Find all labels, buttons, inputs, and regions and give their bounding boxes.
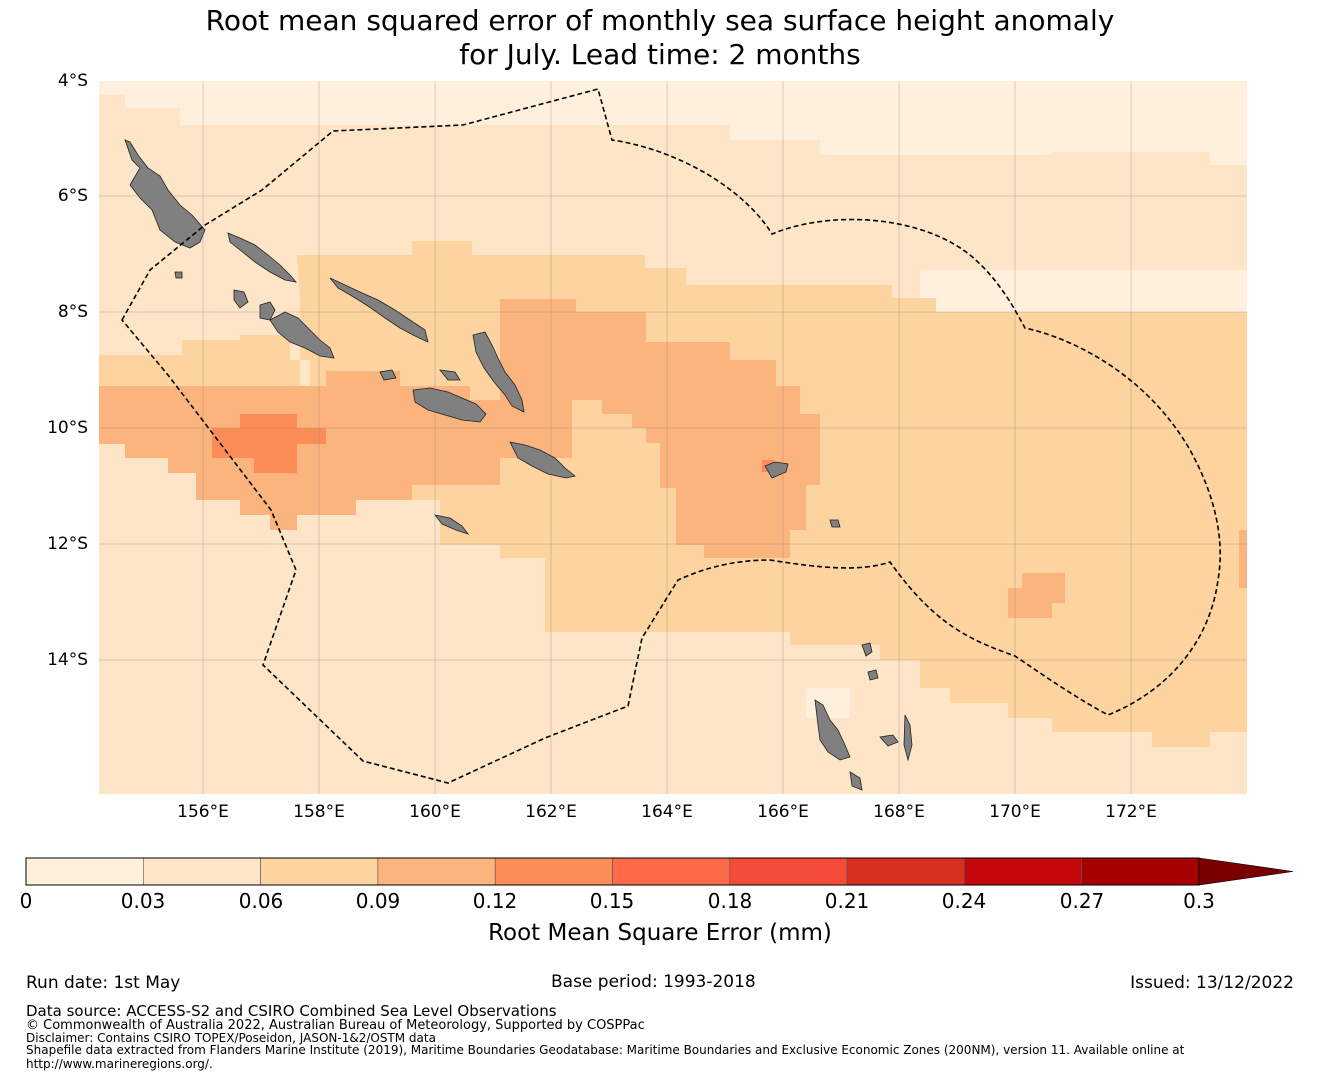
island-rennell <box>434 514 470 535</box>
colorbar-tick-0.15: 0.15 <box>589 889 635 913</box>
island-florida <box>439 369 461 381</box>
colorbar-swatch-2 <box>260 857 379 886</box>
colorbar-swatch-3 <box>377 857 496 886</box>
colorbar-tick-0.3: 0.3 <box>1183 889 1215 913</box>
island-makira <box>509 441 576 479</box>
shapefile-note-line-2: http://www.marineregions.org/. <box>26 1057 213 1071</box>
field-band-high-edge <box>1239 530 1247 588</box>
island-malekula <box>879 734 899 747</box>
field-band-lowest-northeast <box>920 270 1247 312</box>
field-band-highest <box>212 414 326 473</box>
colorbar-frame <box>25 857 1200 886</box>
lat-label-8s: 8°S <box>57 302 88 322</box>
run-date: Run date: 1st May <box>26 973 181 993</box>
colorbar-label: Root Mean Square Error (mm) <box>488 920 832 946</box>
colorbar-tick-0.27: 0.27 <box>1059 889 1105 913</box>
colorbar-tick-0.21: 0.21 <box>824 889 870 913</box>
colorbar-swatch-0 <box>25 857 144 886</box>
colorbar <box>25 857 1294 886</box>
field-band-high <box>99 299 820 558</box>
colorbar-tick-0: 0 <box>19 889 33 913</box>
rmse-field <box>99 81 1247 747</box>
base-period: Base period: 1993-2018 <box>551 972 756 992</box>
colorbar-tick-0.12: 0.12 <box>472 889 518 913</box>
island-torres <box>849 771 863 791</box>
issued-date: Issued: 13/12/2022 <box>1130 973 1294 993</box>
colorbar-tick-0.24: 0.24 <box>941 889 987 913</box>
colorbar-swatch-9 <box>1081 857 1200 886</box>
map-title-line-2: for July. Lead time: 2 months <box>459 38 861 71</box>
island-guadalcanal <box>412 387 487 423</box>
island-espiritu-santo <box>814 699 851 761</box>
copyright-note: © Commonwealth of Australia 2022, Austra… <box>26 1018 645 1033</box>
lat-label-10s: 10°S <box>47 418 88 438</box>
lon-label-170e: 170°E <box>989 802 1041 822</box>
lon-label-168e: 168°E <box>873 802 925 822</box>
colorbar-tick-0.03: 0.03 <box>120 889 166 913</box>
graticule <box>99 81 1247 794</box>
colorbar-swatch-4 <box>494 857 613 886</box>
island-russell <box>379 369 397 381</box>
island-small-2 <box>174 271 183 279</box>
eez-boundary-line <box>121 88 1221 784</box>
island-kolombangara <box>259 301 276 321</box>
colorbar-tick-0.06: 0.06 <box>238 889 284 913</box>
lon-label-166e: 166°E <box>757 802 809 822</box>
shapefile-note-line-1: Shapefile data extracted from Flanders M… <box>26 1043 1185 1057</box>
lat-label-6s: 6°S <box>57 186 88 206</box>
field-band-lowest-south <box>806 688 850 718</box>
lon-label-164e: 164°E <box>641 802 693 822</box>
lon-label-162e: 162°E <box>525 802 577 822</box>
island-choiseul <box>227 232 298 283</box>
island-vella-lavella <box>233 289 249 309</box>
colorbar-swatch-8 <box>964 857 1083 886</box>
disclaimer-note: Disclaimer: Contains CSIRO TOPEX/Poseido… <box>26 1031 436 1045</box>
lat-label-14s: 14°S <box>47 650 88 670</box>
colorbar-swatch-6 <box>729 857 848 886</box>
island-small-1 <box>829 519 841 528</box>
lon-label-158e: 158°E <box>293 802 345 822</box>
land-masses <box>124 139 913 791</box>
colorbar-swatch-5 <box>612 857 731 886</box>
island-santa-isabel <box>329 277 429 343</box>
island-ambae <box>861 642 873 657</box>
lat-label-4s: 4°S <box>57 71 88 91</box>
lon-label-172e: 172°E <box>1105 802 1157 822</box>
lon-label-160e: 160°E <box>409 802 461 822</box>
island-malaita <box>472 331 525 413</box>
map-title-line-1: Root mean squared error of monthly sea s… <box>205 4 1115 37</box>
colorbar-extend-arrow <box>1198 857 1294 886</box>
colorbar-swatch-7 <box>846 857 965 886</box>
colorbar-tick-0.18: 0.18 <box>707 889 753 913</box>
island-new-georgia <box>269 311 335 359</box>
island-pentecost <box>903 714 913 762</box>
colorbar-swatch-1 <box>143 857 261 886</box>
field-band-lowest-north <box>99 81 1247 165</box>
field-band-medium <box>99 241 1247 747</box>
island-bougainville <box>124 139 206 249</box>
colorbar-tick-0.09: 0.09 <box>355 889 401 913</box>
island-santa-cruz <box>764 461 789 479</box>
lon-label-156e: 156°E <box>177 802 229 822</box>
field-band-lower-southwest <box>99 486 240 618</box>
field-band-high-east <box>1008 573 1065 618</box>
data-source: Data source: ACCESS-S2 and CSIRO Combine… <box>26 1002 557 1020</box>
island-banks <box>867 669 879 681</box>
lat-label-12s: 12°S <box>47 534 88 554</box>
